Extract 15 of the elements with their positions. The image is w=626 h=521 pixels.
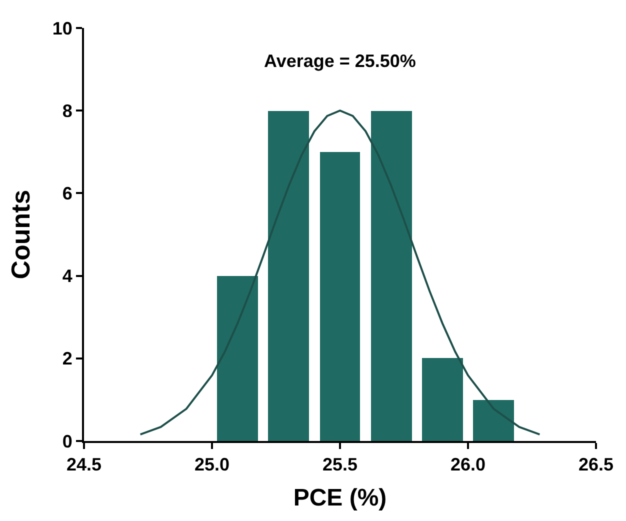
line-series xyxy=(139,110,541,436)
y-tick-label: 4 xyxy=(62,266,72,286)
y-tick-label: 10 xyxy=(52,18,72,38)
x-tick-label: 25.5 xyxy=(322,454,358,475)
y-tick-label: 8 xyxy=(62,100,72,121)
y-axis-title: Counts xyxy=(5,190,36,280)
annotation: Average = 25.50% xyxy=(264,51,416,71)
y-tick-label: 0 xyxy=(62,431,72,452)
x-tick-label: 25.0 xyxy=(194,454,230,475)
y-tick-label: 6 xyxy=(62,184,72,204)
x-tick-label: 26.5 xyxy=(578,454,614,475)
x-tick-label: 26.0 xyxy=(450,454,486,475)
y-tick-label: 2 xyxy=(62,348,72,369)
x-axis-title: PCE (%) xyxy=(293,484,387,512)
x-tick-label: 24.5 xyxy=(66,454,102,475)
